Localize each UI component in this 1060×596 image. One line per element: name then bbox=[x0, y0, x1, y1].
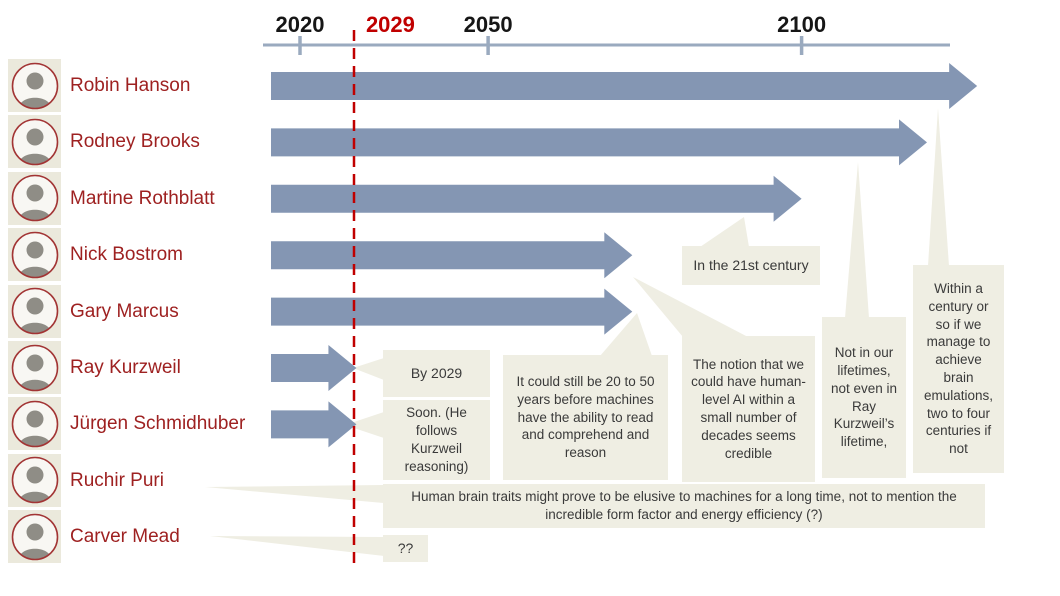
callout-text-bostrom: The notion that we could have human-leve… bbox=[691, 356, 806, 461]
avatar-rothblatt bbox=[8, 171, 61, 225]
prediction-arrow-schmidhuber bbox=[271, 401, 357, 448]
avatar-bostrom bbox=[8, 228, 61, 282]
callout-mead: ?? bbox=[383, 535, 428, 562]
avatar-puri bbox=[8, 453, 61, 507]
callout-text-hanson: Within a century or so if we manage to a… bbox=[923, 280, 994, 457]
person-portrait-icon bbox=[11, 287, 58, 335]
prediction-arrow-kurzweil bbox=[271, 345, 357, 391]
avatar-brooks bbox=[8, 115, 61, 169]
year-label-2020: 2020 bbox=[275, 12, 325, 37]
callout-pointer-hanson bbox=[928, 108, 949, 266]
callout-pointer-puri bbox=[205, 485, 384, 503]
avatar-mead bbox=[8, 510, 61, 564]
callout-pointer-rothblatt bbox=[700, 217, 749, 247]
year-label-2050: 2050 bbox=[463, 12, 513, 37]
callout-text-kurzweil: By 2029 bbox=[410, 365, 463, 382]
avatar-marcus bbox=[8, 284, 61, 338]
person-portrait-icon bbox=[11, 231, 58, 278]
avatar-kurzweil bbox=[8, 341, 61, 394]
callout-pointer-mead bbox=[210, 536, 384, 556]
callout-marcus: It could still be 20 to 50 years before … bbox=[503, 355, 668, 480]
person-name-hanson: Robin Hanson bbox=[70, 75, 191, 96]
person-name-bostrom: Nick Bostrom bbox=[70, 244, 183, 266]
person-name-rothblatt: Martine Rothblatt bbox=[70, 187, 215, 209]
prediction-arrow-marcus bbox=[271, 288, 633, 335]
person-portrait-icon bbox=[11, 456, 58, 504]
callout-text-rothblatt: In the 21st century bbox=[693, 257, 809, 274]
person-name-kurzweil: Ray Kurzweil bbox=[70, 357, 181, 378]
avatar-hanson bbox=[8, 59, 61, 112]
prediction-arrow-bostrom bbox=[271, 232, 633, 279]
callout-brooks: Not in our lifetimes, not even in Ray Ku… bbox=[822, 317, 906, 478]
avatar-schmidhuber bbox=[8, 397, 61, 451]
person-name-puri: Ruchir Puri bbox=[70, 469, 164, 491]
person-name-brooks: Rodney Brooks bbox=[70, 131, 200, 153]
callout-pointer-bostrom bbox=[633, 277, 748, 337]
callout-bostrom: The notion that we could have human-leve… bbox=[682, 336, 815, 482]
callout-text-brooks: Not in our lifetimes, not even in Ray Ku… bbox=[830, 345, 898, 450]
person-portrait-icon bbox=[11, 400, 58, 448]
callout-pointer-schmidhuber bbox=[345, 412, 384, 438]
person-name-marcus: Gary Marcus bbox=[70, 300, 179, 322]
callout-schmidhuber: Soon. (He follows Kurzweil reasoning) bbox=[383, 400, 490, 480]
person-portrait-icon bbox=[11, 513, 58, 560]
prediction-arrow-hanson bbox=[271, 63, 978, 109]
callout-pointer-brooks bbox=[845, 162, 869, 318]
callout-pointer-kurzweil bbox=[353, 358, 384, 380]
callout-hanson: Within a century or so if we manage to a… bbox=[913, 265, 1004, 473]
prediction-arrow-brooks bbox=[271, 119, 927, 166]
callout-text-schmidhuber: Soon. (He follows Kurzweil reasoning) bbox=[404, 405, 469, 474]
year-label-2029: 2029 bbox=[365, 12, 415, 37]
callout-text-mead: ?? bbox=[397, 540, 414, 557]
callout-text-puri: Human brain traits might prove to be elu… bbox=[411, 489, 957, 522]
callout-puri: Human brain traits might prove to be elu… bbox=[383, 484, 985, 528]
callout-rothblatt: In the 21st century bbox=[682, 246, 820, 285]
person-portrait-icon bbox=[11, 174, 58, 222]
person-name-schmidhuber: Jürgen Schmidhuber bbox=[70, 413, 246, 435]
person-portrait-icon bbox=[11, 344, 58, 391]
person-portrait-icon bbox=[11, 118, 58, 166]
person-name-mead: Carver Mead bbox=[70, 526, 180, 548]
prediction-arrow-rothblatt bbox=[271, 175, 802, 222]
person-portrait-icon bbox=[11, 62, 58, 109]
callout-pointer-marcus bbox=[600, 313, 652, 356]
year-label-2100: 2100 bbox=[777, 12, 827, 37]
callout-kurzweil: By 2029 bbox=[383, 350, 490, 397]
callout-text-marcus: It could still be 20 to 50 years before … bbox=[516, 373, 655, 461]
